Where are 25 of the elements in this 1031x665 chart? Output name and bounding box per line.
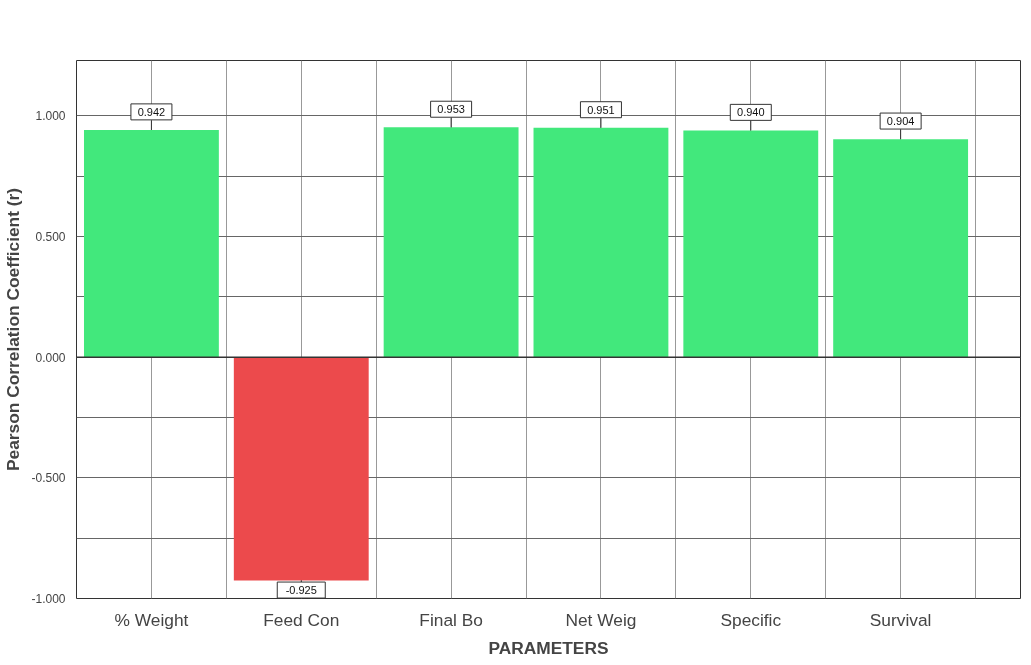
- x-tick-label: Survival: [869, 609, 932, 630]
- y-axis-title: Pearson Correlation Coefficient (r): [3, 187, 24, 472]
- bar: [833, 139, 969, 358]
- x-tick-label: Final Bo: [419, 609, 483, 630]
- data-label: 0.951: [587, 103, 615, 116]
- x-tick-label: Net Weig: [565, 609, 637, 630]
- x-tick-label: Specific: [720, 609, 782, 630]
- y-tick-label: -0.500: [31, 471, 66, 486]
- bar: [683, 130, 819, 358]
- data-label: 0.942: [137, 105, 166, 118]
- bar: [233, 357, 369, 581]
- y-tick-label: 1.000: [35, 109, 66, 124]
- bar: [533, 127, 669, 358]
- bar: [383, 127, 519, 358]
- data-label: 0.904: [886, 115, 915, 128]
- x-tick-label: % Weight: [114, 609, 189, 630]
- bar: [83, 129, 219, 358]
- y-tick-label: 0.500: [35, 230, 66, 245]
- x-tick-label: Feed Con: [263, 609, 340, 630]
- data-label: 0.940: [737, 106, 765, 119]
- y-tick-label: -1.000: [31, 592, 66, 606]
- data-label: -0.925: [285, 584, 317, 597]
- y-tick-label: 0.000: [35, 350, 66, 365]
- x-axis-title: PARAMETERS: [488, 637, 609, 658]
- data-label: 0.953: [437, 103, 465, 116]
